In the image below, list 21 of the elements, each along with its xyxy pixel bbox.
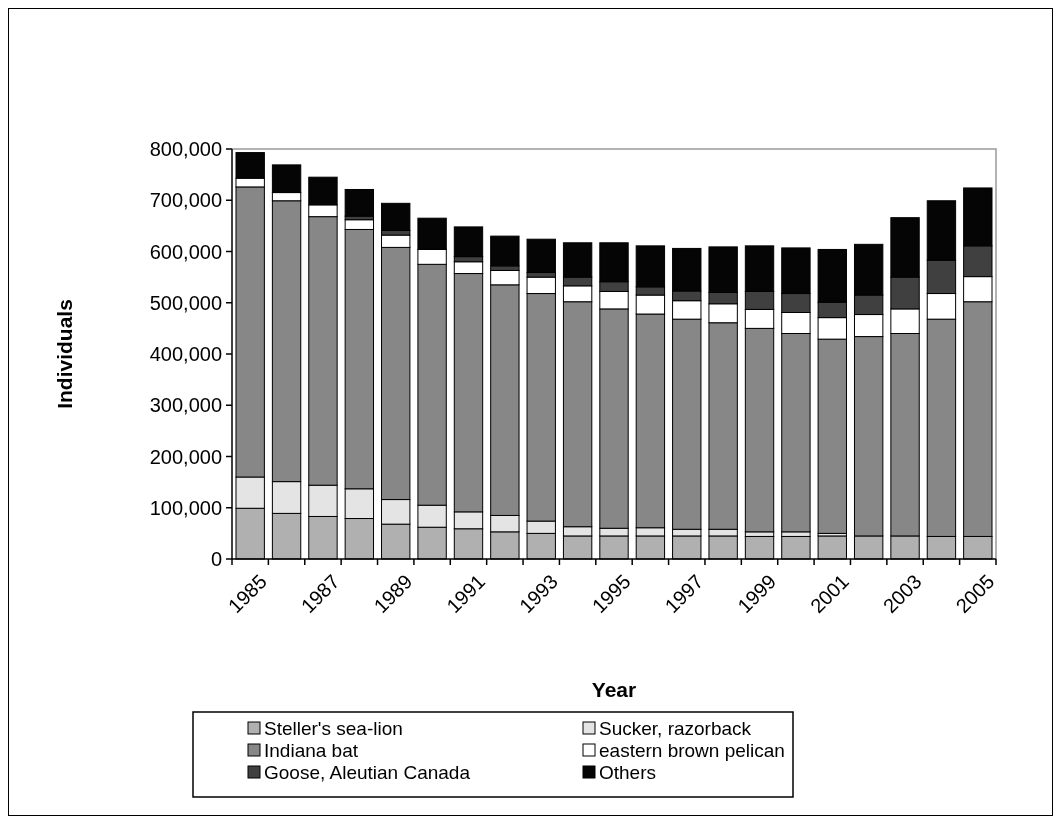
y-tick-label: 400,000 bbox=[149, 343, 222, 365]
bar bbox=[526, 238, 556, 274]
legend-label: Goose, Aleutian Canada bbox=[264, 761, 471, 783]
legend-label: Steller's sea-lion bbox=[264, 717, 403, 739]
bar bbox=[344, 188, 375, 217]
y-tick-label: 700,000 bbox=[149, 189, 222, 212]
legend-label: eastern brown pelican bbox=[599, 739, 785, 761]
bar bbox=[490, 235, 520, 267]
legend-label: Others bbox=[599, 761, 657, 783]
y-tick-label: 500,000 bbox=[149, 291, 222, 314]
legend-label: Indiana bat bbox=[264, 739, 359, 761]
y-tick-label: 800,000 bbox=[149, 138, 222, 160]
y-tick-label: 0 bbox=[210, 548, 222, 570]
legend-label: Sucker, razorback bbox=[599, 717, 752, 739]
y-tick-label: 600,000 bbox=[149, 240, 222, 263]
y-axis-title: Individuals bbox=[53, 299, 76, 409]
y-tick-label: 100,000 bbox=[149, 496, 222, 519]
y-tick-label: 200,000 bbox=[149, 445, 222, 468]
bar bbox=[453, 226, 484, 258]
y-tick-label: 300,000 bbox=[149, 394, 222, 417]
x-axis-title: Year bbox=[591, 678, 637, 701]
